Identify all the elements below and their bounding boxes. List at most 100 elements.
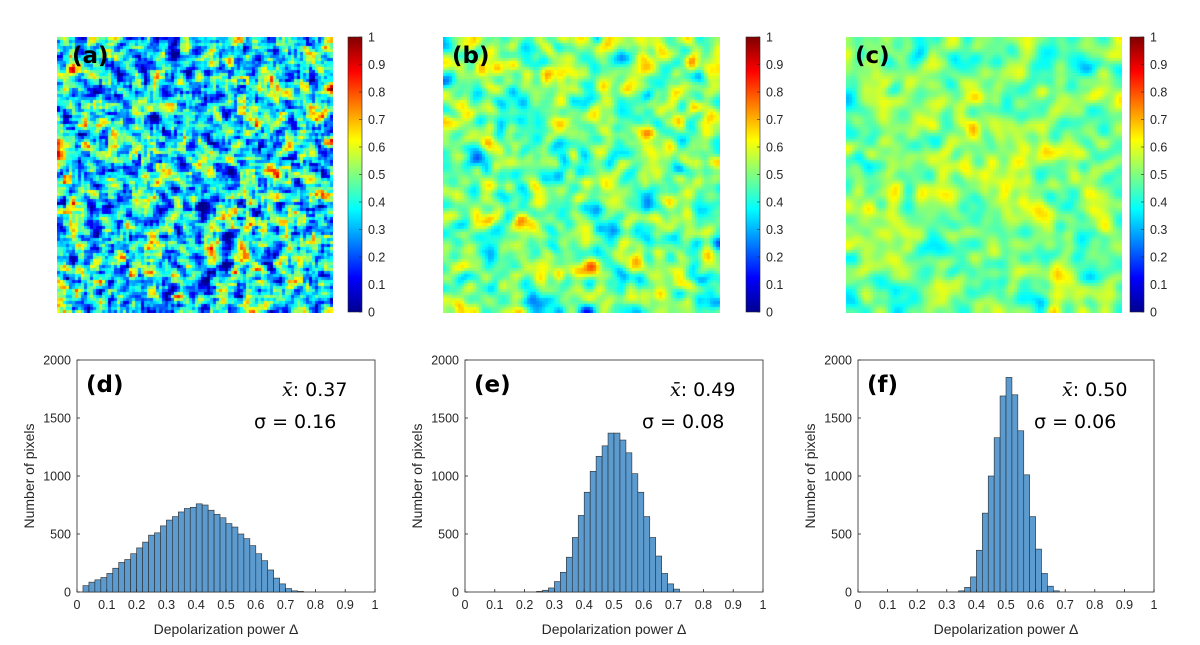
- y-ticks: 0 500 1000 1500 2000: [43, 354, 80, 600]
- mean-stat: x̄: 0.49: [670, 379, 735, 401]
- histogram-bar: [619, 439, 627, 593]
- mean-symbol: x̄: [282, 379, 293, 401]
- histogram-bar: [201, 504, 209, 593]
- x-tick-label: 0.7: [1057, 598, 1074, 612]
- x-axis-label: Depolarization power Δ: [154, 621, 299, 637]
- histogram-bar: [1005, 377, 1013, 593]
- colorbar-a: 0 0.1 0.2 0.3 0.4 0.5 0.6 0.7 0.8 0.9 1: [347, 31, 385, 320]
- y-axis-label: Number of pixels: [409, 423, 425, 528]
- x-tick-label: 0.3: [938, 598, 955, 612]
- histogram-bar: [999, 395, 1007, 593]
- y-ticks: 0 500 1000 1500 2000: [431, 354, 468, 600]
- y-tick-label: 1000: [43, 470, 71, 484]
- histogram-bar: [643, 516, 651, 593]
- histogram-bar: [88, 581, 96, 593]
- x-tick-label: 0.4: [576, 598, 593, 612]
- x-tick-label: 0: [855, 598, 862, 612]
- x-tick-label: 0.5: [997, 598, 1014, 612]
- map-panel-b: (b): [443, 37, 720, 313]
- y-tick-label: 2000: [431, 354, 459, 368]
- colorbar-tick-label: 0.9: [368, 58, 385, 72]
- mean-symbol: x̄: [1062, 379, 1073, 401]
- histogram-bar: [285, 588, 292, 593]
- histogram-bar: [154, 532, 161, 593]
- y-tick-label: 0: [452, 586, 459, 600]
- map-label-c: (c): [855, 43, 890, 69]
- histogram-bars: [536, 432, 680, 593]
- histogram-bar: [1011, 394, 1019, 593]
- x-tick-label: 0.5: [605, 598, 622, 612]
- x-tick-label: 1: [760, 598, 767, 612]
- histogram-bar: [536, 591, 543, 593]
- histogram-bar: [970, 576, 977, 593]
- y-tick-label: 1000: [824, 470, 852, 484]
- histogram-bar: [237, 533, 245, 593]
- x-tick-label: 0.8: [307, 598, 324, 612]
- colorbar-tick-label: 0.3: [766, 223, 783, 237]
- histogram-bar: [649, 537, 657, 593]
- histogram-bar: [183, 508, 191, 593]
- x-tick-label: 0.7: [277, 598, 294, 612]
- y-tick-label: 0: [845, 586, 852, 600]
- x-tick-label: 0.9: [725, 598, 742, 612]
- histogram-bar: [1023, 474, 1030, 593]
- x-tick-label: 0.6: [635, 598, 652, 612]
- histogram-bar: [160, 525, 167, 593]
- sigma-stat: σ = 0.08: [642, 411, 724, 433]
- x-tick-label: 0.2: [516, 598, 533, 612]
- histogram-bar: [976, 549, 983, 593]
- colorbar-tick-label: 0.3: [1150, 223, 1167, 237]
- colorbar-tick-label: 0: [766, 306, 773, 320]
- x-tick-label: 0: [462, 598, 469, 612]
- histogram-bar: [106, 573, 114, 593]
- colorbar-tick-label: 0.2: [766, 251, 783, 265]
- histogram-bar: [554, 581, 561, 593]
- colorbar-tick-label: 0.2: [1150, 251, 1167, 265]
- mean-value: : 0.49: [681, 379, 736, 401]
- histogram-bar: [542, 589, 549, 593]
- histogram-bars: [958, 377, 1060, 593]
- x-tick-label: 0.9: [337, 598, 354, 612]
- histogram-bar: [548, 587, 555, 593]
- histogram-bar: [291, 590, 298, 593]
- histogram-bar: [255, 553, 263, 593]
- histogram-bar: [667, 583, 674, 593]
- map-panel-c: (c): [846, 37, 1122, 313]
- y-axis-label: Number of pixels: [21, 423, 37, 528]
- histogram-bar: [1035, 548, 1042, 593]
- colorbar-tick-label: 0.8: [368, 86, 385, 100]
- colorbar-tick-label: 1: [368, 31, 375, 45]
- y-tick-label: 500: [50, 528, 71, 542]
- y-tick-label: 1500: [824, 412, 852, 426]
- colorbar-tick-label: 0.4: [1150, 196, 1167, 210]
- x-ticks: 0 0.1 0.2 0.3 0.4 0.5 0.6 0.7 0.8 0.9 1: [855, 589, 1158, 612]
- histogram-bar: [631, 473, 639, 593]
- histogram-bar: [267, 569, 274, 593]
- y-tick-label: 500: [438, 528, 459, 542]
- colorbar-tick-label: 0.5: [766, 168, 783, 182]
- colorbar-tick-label: 0: [368, 306, 375, 320]
- histogram-bar: [166, 519, 173, 593]
- histogram-bar: [583, 491, 591, 593]
- colorbar-tick-label: 0.5: [368, 168, 385, 182]
- histogram-bar: [219, 517, 227, 593]
- histogram-bar: [273, 577, 280, 593]
- x-tick-label: 0.9: [1116, 598, 1133, 612]
- colorbar-tick-label: 0.7: [1150, 113, 1167, 127]
- histogram-bar: [94, 579, 102, 593]
- histogram-bar: [148, 534, 155, 593]
- x-tick-label: 0.4: [188, 598, 205, 612]
- histogram-bar: [601, 445, 609, 593]
- histogram-bar: [982, 512, 989, 593]
- y-tick-label: 2000: [824, 354, 852, 368]
- x-tick-label: 0.4: [968, 598, 985, 612]
- x-tick-label: 0.1: [98, 598, 115, 612]
- histogram-bar: [207, 509, 215, 593]
- colorbar-tick-label: 0.6: [368, 141, 385, 155]
- histogram-bar: [231, 526, 239, 593]
- colorbar-tick-label: 0.1: [1150, 278, 1167, 292]
